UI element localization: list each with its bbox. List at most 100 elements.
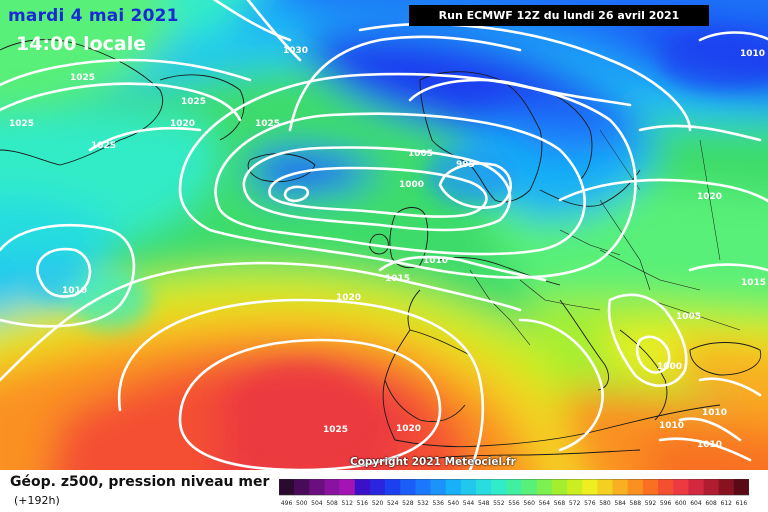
isobar-label: 1010 <box>659 421 684 431</box>
isobar-label: 1015 <box>385 274 410 284</box>
scale-label: 588 <box>629 500 642 507</box>
map-svg: 1030 1025 1025 1025 1020 1025 1025 1005 … <box>0 0 768 470</box>
scale-label: 532 <box>417 500 429 507</box>
isobar-label: 1010 <box>62 286 87 296</box>
scale-swatch <box>627 479 644 495</box>
scale-swatch <box>491 479 507 495</box>
scale-swatch <box>733 479 749 495</box>
scale-swatch <box>369 479 386 495</box>
isobar-label: 1025 <box>91 141 116 151</box>
scale-label: 592 <box>644 500 657 507</box>
scale-swatch <box>688 479 704 495</box>
scale-swatch <box>703 479 719 495</box>
scale-label: 564 <box>538 500 551 507</box>
scale-label: 540 <box>447 500 460 507</box>
scale-label: 584 <box>614 500 626 507</box>
scale-label: 524 <box>386 500 399 507</box>
legend-subtitle: (+192h) <box>14 494 60 507</box>
copyright-notice: Copyright 2021 Meteociel.fr <box>350 456 516 468</box>
isobars <box>0 0 768 470</box>
isobar-label: 1030 <box>283 46 308 56</box>
scale-swatch <box>415 479 431 495</box>
scale-label: 520 <box>371 500 384 507</box>
isobar-label: 1015 <box>741 278 766 288</box>
scale-swatch <box>718 479 735 495</box>
scale-swatch <box>400 479 416 495</box>
isobar-label: 1025 <box>70 73 95 83</box>
isobar-label: 1025 <box>255 119 280 129</box>
scale-label: 528 <box>402 500 414 507</box>
scale-swatch <box>476 479 492 495</box>
isobar-label: 1010 <box>423 256 448 266</box>
scale-label: 580 <box>599 500 611 507</box>
scale-label: 504 <box>311 500 323 507</box>
scale-swatch <box>521 479 538 495</box>
scale-label: 560 <box>523 500 535 507</box>
scale-swatch <box>445 479 462 495</box>
forecast-date: mardi 4 mai 2021 <box>8 6 179 26</box>
scale-label: 608 <box>705 500 717 507</box>
scale-label: 508 <box>326 500 338 507</box>
scale-swatch <box>612 479 629 495</box>
scale-label: 552 <box>493 500 505 507</box>
scale-label: 556 <box>508 500 520 507</box>
geopotential-field <box>0 0 768 470</box>
scale-label: 572 <box>568 500 581 507</box>
scale-swatch <box>536 479 553 495</box>
scale-swatch <box>642 479 659 495</box>
scale-label: 612 <box>720 500 732 507</box>
isobar-label: 1025 <box>323 425 348 435</box>
forecast-time: 14:00 locale <box>16 33 147 55</box>
scale-swatch <box>354 479 371 495</box>
scale-swatch <box>279 479 295 495</box>
scale-label: 512 <box>341 500 353 507</box>
scale-swatch <box>506 479 522 495</box>
scale-label: 568 <box>553 500 566 507</box>
scale-label: 548 <box>477 500 490 507</box>
scale-border <box>279 479 749 496</box>
scale-label: 576 <box>584 500 596 507</box>
scale-swatch <box>430 479 447 495</box>
scale-swatch <box>673 479 689 495</box>
legend-title: Géop. z500, pression niveau mer <box>10 474 270 490</box>
isobar-label: 1000 <box>399 180 424 190</box>
scale-swatch <box>460 479 477 495</box>
isobar-label: 1025 <box>9 119 34 129</box>
isobar-label: 1020 <box>170 119 195 129</box>
isobar-label: 1005 <box>408 149 433 159</box>
isobar-label: 1010 <box>740 49 765 59</box>
scale-swatch <box>658 479 674 495</box>
scale-label: 500 <box>296 500 308 507</box>
scale-swatch <box>385 479 401 495</box>
isobar-label: 1000 <box>657 362 682 372</box>
isobar-label: 1010 <box>697 440 722 450</box>
scale-swatch <box>567 479 583 495</box>
color-scale-labels: 496 500 504 508 512 516 520 524 528 532 536 540 544 5… <box>279 500 759 510</box>
model-run-info: Run ECMWF 12Z du lundi 26 avril 2021 <box>409 5 709 26</box>
scale-label: 496 <box>280 500 293 507</box>
scale-swatch <box>339 479 356 495</box>
isobar-label: 1020 <box>336 293 361 303</box>
scale-label: 600 <box>675 500 687 507</box>
isobar-label: 995 <box>456 160 475 170</box>
scale-label: 536 <box>432 500 444 507</box>
isobar-label: 1020 <box>697 192 722 202</box>
scale-swatch <box>294 479 310 495</box>
scale-label: 604 <box>690 500 702 507</box>
isobar-labels: 1030 1025 1025 1025 1020 1025 1025 1005 … <box>9 46 766 450</box>
scale-label: 596 <box>659 500 672 507</box>
isobar-label: 1020 <box>396 424 421 434</box>
scale-label: 616 <box>735 500 748 507</box>
scale-swatch <box>597 479 613 495</box>
scale-label: 516 <box>356 500 369 507</box>
isobar-label: 1010 <box>702 408 727 418</box>
forecast-map: 1030 1025 1025 1025 1020 1025 1025 1005 … <box>0 0 768 470</box>
isobar-label: 1025 <box>181 97 206 107</box>
scale-label: 544 <box>462 500 475 507</box>
scale-swatch <box>582 479 598 495</box>
scale-swatch <box>324 479 340 495</box>
color-scale <box>279 479 749 496</box>
scale-swatch <box>309 479 325 495</box>
scale-swatch <box>551 479 568 495</box>
isobar-label: 1005 <box>676 312 701 322</box>
